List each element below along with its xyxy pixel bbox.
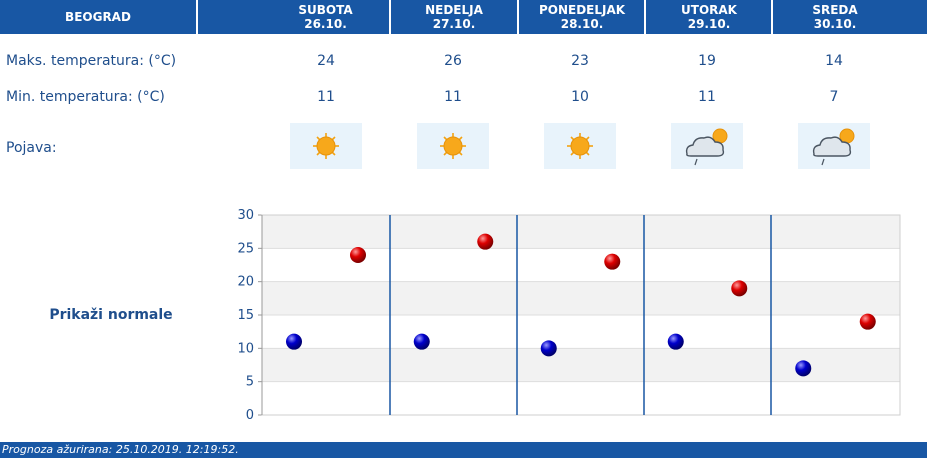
- y-tick-label: 10: [237, 341, 254, 356]
- sun-icon: [417, 123, 489, 169]
- forecast-updated: Prognoza ažurirana: 25.10.2019. 12:19:52…: [0, 442, 927, 458]
- day-name: UTORAK: [681, 3, 737, 17]
- day-name: SREDA: [812, 3, 858, 17]
- cloud-sun-rain-icon: [798, 123, 870, 169]
- max-temp-label: Maks. temperatura: (°C): [6, 53, 177, 69]
- min-temp-label: Min. temperatura: (°C): [6, 89, 165, 105]
- y-tick-label: 0: [246, 408, 254, 423]
- max-temp-value: 24: [317, 53, 335, 69]
- max-temp-value: 23: [571, 53, 589, 69]
- min-temp-point: [667, 333, 684, 350]
- sun-icon: [290, 123, 362, 169]
- y-tick-label: 5: [246, 375, 254, 390]
- grid-band: [262, 215, 900, 249]
- day-header-2: NEDELJA 27.10.: [391, 0, 517, 34]
- day-date: 27.10.: [432, 17, 476, 31]
- min-temp-point: [286, 333, 302, 350]
- cloud-sun-rain-icon: [671, 123, 743, 169]
- grid-band: [262, 348, 900, 382]
- min-temp-value: 11: [698, 89, 716, 105]
- min-temp-value: 11: [317, 89, 335, 105]
- grid-band: [262, 381, 900, 415]
- header-separator: [196, 0, 198, 34]
- show-normals-link[interactable]: Prikaži normale: [49, 307, 173, 323]
- day-header-4: UTORAK 29.10.: [646, 0, 772, 34]
- max-temp-point: [477, 233, 494, 250]
- min-temp-point: [540, 340, 557, 357]
- city-name: BEOGRAD: [65, 10, 131, 24]
- max-temp-value: 26: [444, 53, 462, 69]
- y-tick-label: 25: [237, 241, 254, 256]
- min-temp-value: 11: [444, 89, 462, 105]
- day-header-1: SUBOTA 26.10.: [198, 0, 453, 34]
- max-temp-point: [859, 313, 876, 330]
- header-separator: [771, 0, 773, 34]
- forecast-header: BEOGRAD SUBOTA 26.10. NEDELJA 27.10. PON…: [0, 0, 927, 34]
- phenomenon-label: Pojava:: [6, 140, 57, 156]
- min-temp-point: [795, 360, 812, 377]
- header-separator: [517, 0, 519, 34]
- day-date: 29.10.: [687, 17, 731, 31]
- max-temp-value: 14: [825, 53, 843, 69]
- y-tick-label: 15: [237, 308, 254, 323]
- min-temp-point: [413, 333, 430, 350]
- max-temp-value: 19: [698, 53, 716, 69]
- y-tick-label: 30: [237, 208, 254, 223]
- y-tick-label: 20: [237, 275, 254, 290]
- plot-frame: [261, 214, 901, 416]
- day-date: 28.10.: [560, 17, 604, 31]
- day-date: 26.10.: [304, 17, 347, 31]
- day-header-3: PONEDELJAK 28.10.: [519, 0, 645, 34]
- day-name: SUBOTA: [298, 3, 353, 17]
- grid-band: [262, 281, 900, 315]
- grid-band: [262, 248, 900, 282]
- grid-band: [262, 315, 900, 349]
- max-temp-point: [350, 247, 366, 263]
- day-name: PONEDELJAK: [538, 3, 626, 17]
- sun-icon: [544, 123, 616, 169]
- header-separator: [389, 0, 391, 34]
- max-temp-point: [731, 280, 748, 297]
- max-temp-point: [604, 253, 621, 270]
- header-separator: [644, 0, 646, 34]
- day-header-5: SREDA 30.10.: [773, 0, 897, 34]
- day-date: 30.10.: [813, 17, 857, 31]
- min-temp-value: 10: [571, 89, 589, 105]
- min-temp-value: 7: [829, 89, 839, 105]
- day-name: NEDELJA: [425, 3, 483, 17]
